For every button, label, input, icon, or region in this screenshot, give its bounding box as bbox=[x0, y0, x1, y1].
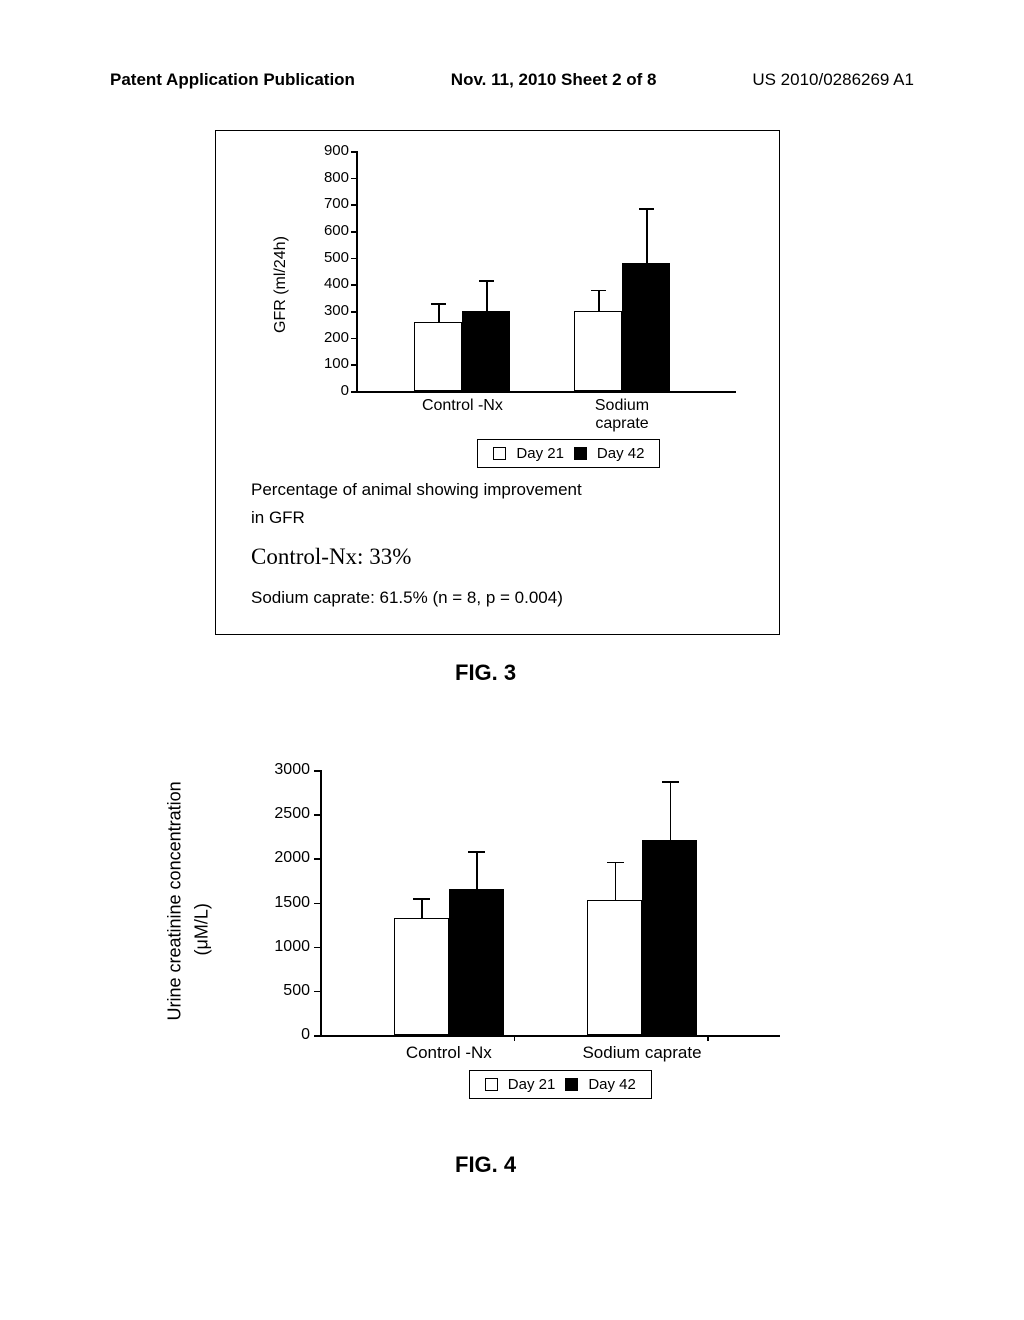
fig4-ytick: 3000 bbox=[265, 761, 310, 779]
fig4-ylabel-b: (μM/L) bbox=[192, 903, 213, 955]
fig3-bar bbox=[462, 311, 510, 391]
legend-label: Day 42 bbox=[597, 445, 645, 462]
legend-swatch-icon bbox=[493, 447, 506, 460]
fig4-chart: Urine creatinine concentration(μM/L)0500… bbox=[180, 760, 820, 1140]
fig3-ytick: 600 bbox=[311, 222, 349, 239]
fig4-category: Sodium caprate bbox=[562, 1043, 722, 1063]
header-right: US 2010/0286269 A1 bbox=[752, 70, 914, 90]
legend-label: Day 42 bbox=[588, 1076, 636, 1093]
fig3-legend: Day 21 Day 42 bbox=[477, 439, 660, 468]
legend-label: Day 21 bbox=[508, 1076, 556, 1093]
fig3-ytick: 500 bbox=[311, 249, 349, 266]
legend-swatch-icon bbox=[485, 1078, 498, 1091]
fig4-bar bbox=[449, 889, 504, 1035]
fig3-ytick: 700 bbox=[311, 195, 349, 212]
fig4-ytick: 2500 bbox=[265, 805, 310, 823]
fig4-bar bbox=[587, 900, 642, 1035]
fig3-ytick: 0 bbox=[311, 382, 349, 399]
fig3-ytick: 900 bbox=[311, 142, 349, 159]
fig3-caption1: Percentage of animal showing improvement bbox=[251, 476, 582, 503]
fig4-label: FIG. 4 bbox=[455, 1152, 516, 1178]
fig4-ytick: 1000 bbox=[265, 938, 310, 956]
fig4-ytick: 1500 bbox=[265, 894, 310, 912]
fig4-ylabel-a: Urine creatinine concentration bbox=[165, 781, 186, 1020]
legend-swatch-icon bbox=[565, 1078, 578, 1091]
fig3-ytick: 400 bbox=[311, 275, 349, 292]
header-center: Nov. 11, 2010 Sheet 2 of 8 bbox=[451, 70, 657, 90]
legend-swatch-icon bbox=[574, 447, 587, 460]
fig3-ytick: 200 bbox=[311, 329, 349, 346]
fig3-ytick: 100 bbox=[311, 355, 349, 372]
fig3-ylabel: GFR (ml/24h) bbox=[272, 236, 290, 333]
fig3-ytick: 800 bbox=[311, 169, 349, 186]
fig3-control: Control-Nx: 33% bbox=[251, 539, 411, 576]
fig3-panel: GFR (ml/24h) 0 100 200 300 400 500 600 700 800 900… bbox=[215, 130, 780, 635]
fig4-legend: Day 21 Day 42 bbox=[469, 1070, 652, 1099]
fig4-bar bbox=[394, 918, 449, 1035]
fig4-category: Control -Nx bbox=[369, 1043, 529, 1063]
fig4-ytick: 2000 bbox=[265, 849, 310, 867]
fig4-ytick: 0 bbox=[265, 1026, 310, 1044]
fig3-chart: GFR (ml/24h)0100200300400500600700800900… bbox=[276, 141, 756, 461]
fig4-bar bbox=[642, 840, 697, 1035]
fig3-bar bbox=[414, 322, 462, 391]
fig4-ytick: 500 bbox=[265, 982, 310, 1000]
fig3-ytick: 300 bbox=[311, 302, 349, 319]
fig3-category: Sodiumcaprate bbox=[562, 397, 682, 433]
fig3-caprate: Sodium caprate: 61.5% (n = 8, p = 0.004) bbox=[251, 584, 563, 611]
fig3-bar bbox=[574, 311, 622, 391]
fig3-label: FIG. 3 bbox=[455, 660, 516, 686]
page-header: Patent Application Publication Nov. 11, … bbox=[0, 70, 1024, 90]
header-left: Patent Application Publication bbox=[110, 70, 355, 90]
legend-label: Day 21 bbox=[516, 445, 564, 462]
fig3-caption2: in GFR bbox=[251, 504, 305, 531]
fig3-category: Control -Nx bbox=[402, 397, 522, 415]
fig3-bar bbox=[622, 263, 670, 391]
